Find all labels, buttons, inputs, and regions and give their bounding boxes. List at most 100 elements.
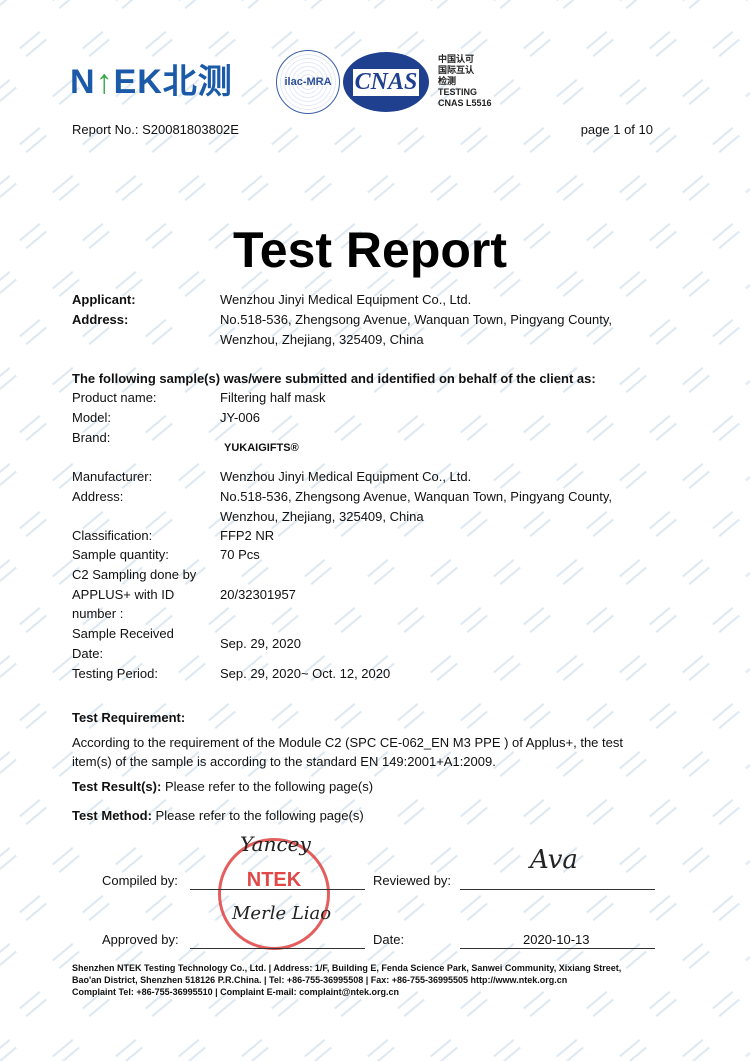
- watermark-mark: [52, 1039, 80, 1061]
- watermark-mark: [745, 1039, 750, 1061]
- watermark-mark: [52, 175, 80, 201]
- watermark-mark: [304, 0, 332, 9]
- watermark-mark: [712, 511, 740, 537]
- watermark-mark: [493, 751, 521, 777]
- watermark-mark: [619, 175, 647, 201]
- field-value: Wenzhou Jinyi Medical Equipment Co., Ltd…: [220, 469, 472, 484]
- test-result: Test Result(s): Please refer to the foll…: [72, 777, 373, 797]
- watermark-mark: [712, 799, 740, 825]
- watermark-mark: [682, 847, 710, 873]
- footer-line: Shenzhen NTEK Testing Technology Co., Lt…: [72, 963, 622, 973]
- watermark-mark: [745, 463, 750, 489]
- watermark-mark: [0, 1039, 17, 1061]
- watermark-mark: [493, 847, 521, 873]
- field-label: Classification:: [72, 528, 153, 543]
- watermark-mark: [649, 31, 677, 57]
- method-label: Test Method:: [72, 808, 152, 823]
- watermark-mark: [619, 751, 647, 777]
- watermark-mark: [556, 751, 584, 777]
- watermark-mark: [0, 943, 17, 969]
- watermark-mark: [712, 127, 740, 153]
- watermark-mark: [304, 559, 332, 585]
- watermark-mark: [460, 607, 488, 633]
- watermark-mark: [19, 607, 47, 633]
- watermark-mark: [649, 895, 677, 921]
- watermark-mark: [0, 367, 17, 393]
- watermark-mark: [682, 655, 710, 681]
- watermark-mark: [19, 703, 47, 729]
- field-label: Date:: [72, 646, 104, 661]
- watermark-mark: [241, 1039, 269, 1061]
- watermark-mark: [178, 175, 206, 201]
- watermark-mark: [523, 703, 551, 729]
- watermark-mark: [0, 655, 17, 681]
- watermark-mark: [619, 0, 647, 9]
- compiled-label: Compiled by:: [102, 873, 178, 888]
- watermark-mark: [397, 127, 425, 153]
- watermark-mark: [430, 1039, 458, 1061]
- reviewed-signature: Ava: [530, 845, 578, 875]
- watermark-mark: [0, 0, 17, 9]
- watermark-mark: [397, 607, 425, 633]
- watermark-mark: [430, 175, 458, 201]
- cnas-text: CNAS: [352, 68, 420, 96]
- field-label: Product name:: [72, 390, 157, 405]
- watermark-mark: [430, 0, 458, 9]
- watermark-mark: [712, 319, 740, 345]
- watermark-mark: [745, 0, 750, 9]
- watermark-mark: [649, 319, 677, 345]
- approved-signature: Merle Liao: [232, 903, 332, 924]
- watermark-mark: [82, 31, 110, 57]
- method-value: Please refer to the following page(s): [151, 808, 364, 823]
- watermark-mark: [367, 175, 395, 201]
- watermark-mark: [271, 127, 299, 153]
- watermark-mark: [178, 847, 206, 873]
- watermark-mark: [145, 415, 173, 441]
- watermark-mark: [145, 895, 173, 921]
- watermark-mark: [0, 559, 17, 585]
- watermark-mark: [19, 511, 47, 537]
- watermark-mark: [493, 0, 521, 9]
- watermark-mark: [649, 127, 677, 153]
- watermark-mark: [649, 703, 677, 729]
- watermark-mark: [397, 895, 425, 921]
- watermark-mark: [682, 943, 710, 969]
- watermark-mark: [178, 655, 206, 681]
- watermark-mark: [397, 703, 425, 729]
- requirement-heading: Test Requirement:: [72, 710, 186, 725]
- field-label: Sample Received: [72, 626, 174, 641]
- watermark-mark: [556, 1039, 584, 1061]
- accreditation-text: 中国认可 国际互认 检测 TESTING CNAS L5516: [438, 54, 492, 109]
- watermark-mark: [493, 463, 521, 489]
- brand-value: YUKAIGIFTS®: [224, 442, 299, 454]
- watermark-mark: [556, 463, 584, 489]
- field-value: 70 Pcs: [220, 547, 260, 562]
- address-line: No.518-536, Zhengsong Avenue, Wanquan To…: [220, 312, 612, 327]
- watermark-mark: [556, 79, 584, 105]
- watermark-mark: [0, 463, 17, 489]
- watermark-mark: [0, 79, 17, 105]
- field-label: Brand:: [72, 430, 111, 445]
- watermark-mark: [712, 415, 740, 441]
- watermark-mark: [115, 847, 143, 873]
- watermark-mark: [208, 703, 236, 729]
- ilac-text: ilac-MRA: [284, 76, 332, 88]
- watermark-mark: [523, 31, 551, 57]
- watermark-mark: [745, 175, 750, 201]
- watermark-mark: [493, 559, 521, 585]
- watermark-mark: [334, 127, 362, 153]
- field-value: 20/32301957: [220, 587, 296, 602]
- watermark-mark: [241, 0, 269, 9]
- watermark-mark: [178, 1039, 206, 1061]
- watermark-mark: [619, 367, 647, 393]
- field-value: JY-006: [220, 410, 260, 425]
- watermark-mark: [682, 367, 710, 393]
- field-value: Wenzhou, Zhejiang, 325409, China: [220, 509, 424, 524]
- watermark-mark: [367, 559, 395, 585]
- watermark-mark: [115, 175, 143, 201]
- watermark-mark: [0, 751, 17, 777]
- watermark-mark: [397, 415, 425, 441]
- watermark-mark: [493, 1039, 521, 1061]
- watermark-mark: [745, 271, 750, 297]
